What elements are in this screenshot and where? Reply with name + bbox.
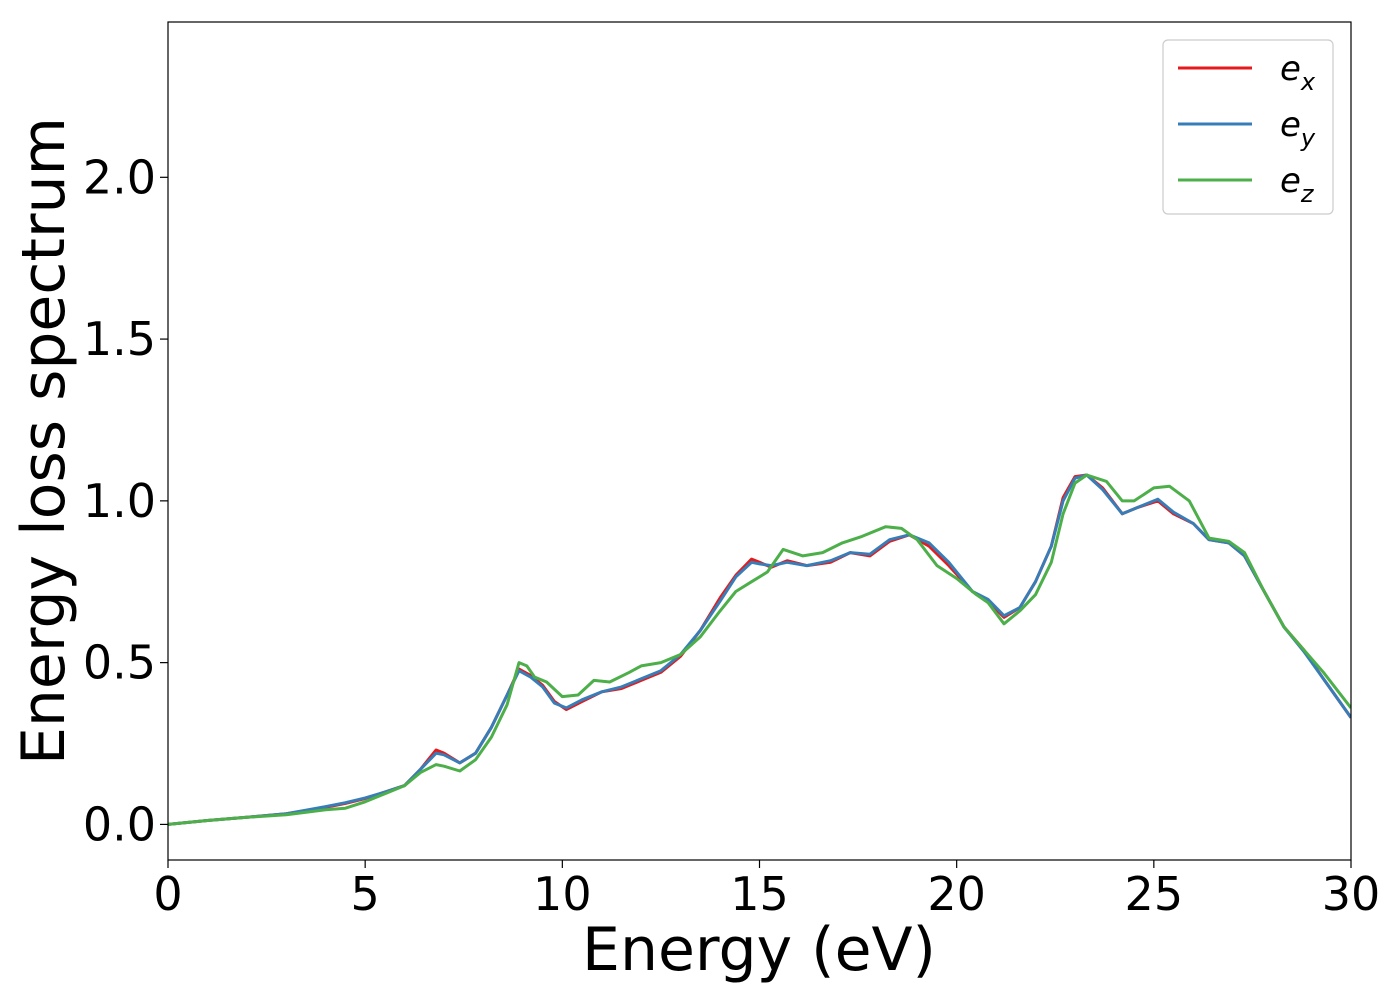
series-line-ez xyxy=(168,473,1351,826)
y-tick-label: 2.0 xyxy=(83,150,156,204)
series-layer xyxy=(168,473,1351,826)
x-tick-label: 0 xyxy=(153,867,182,921)
y-tick-label: 0.0 xyxy=(83,797,156,851)
x-tick-label: 15 xyxy=(730,867,789,921)
x-tick-label: 30 xyxy=(1322,867,1381,921)
series-line-ey xyxy=(168,473,1351,826)
x-axis-title: Energy (eV) xyxy=(582,915,936,985)
y-tick-label: 1.5 xyxy=(83,312,156,366)
y-tick-label: 0.5 xyxy=(83,636,156,690)
x-tick-label: 5 xyxy=(351,867,380,921)
series-line-ex xyxy=(168,473,1351,826)
axes-layer: 0 5 10 15 20 25 30 0.0 0.5 1.0 1.5 2.0 xyxy=(83,21,1381,921)
x-tick-label: 20 xyxy=(927,867,986,921)
x-tick-label: 10 xyxy=(533,867,592,921)
y-tick-label: 1.0 xyxy=(83,474,156,528)
x-tick-label: 25 xyxy=(1125,867,1184,921)
y-axis-title: Energy loss spectrum xyxy=(9,117,79,765)
legend-box xyxy=(1162,39,1334,215)
